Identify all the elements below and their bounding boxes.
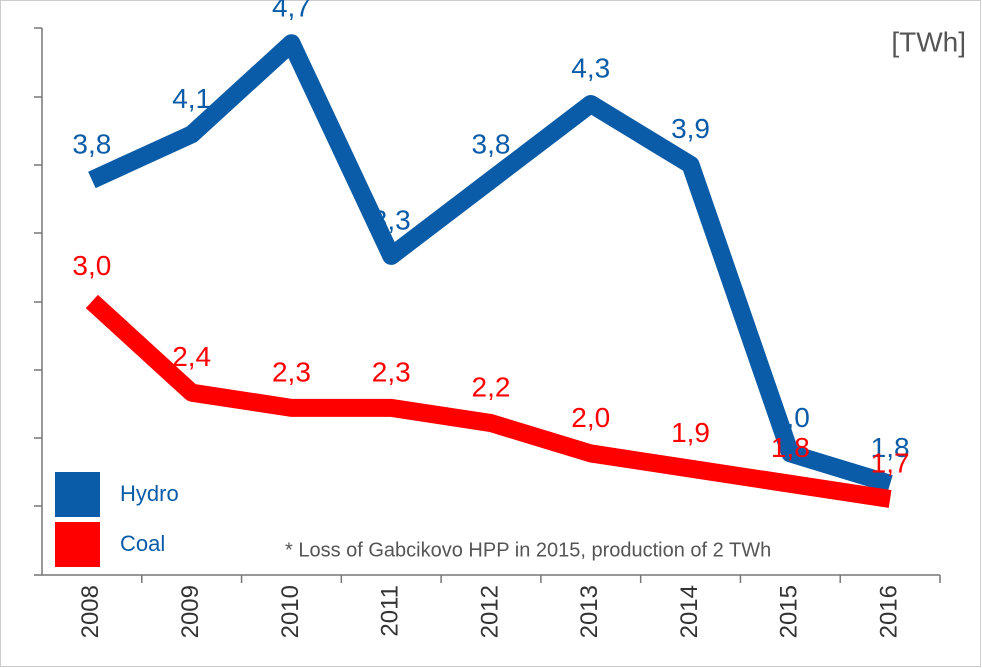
x-tick-label: 2012 xyxy=(476,585,503,638)
legend-label: Hydro xyxy=(120,481,179,506)
data-label: 3,0 xyxy=(72,250,111,281)
series-line xyxy=(85,294,892,508)
data-label: 2,0 xyxy=(771,402,810,433)
data-label: 1,8 xyxy=(871,432,910,463)
data-label: 2,3 xyxy=(272,356,311,387)
data-label: 2,4 xyxy=(172,341,211,372)
data-label: 3,3 xyxy=(372,204,411,235)
data-label: 4,3 xyxy=(571,52,610,83)
x-tick-label: 2008 xyxy=(77,585,104,638)
data-label: 1,9 xyxy=(671,417,710,448)
data-label: 2,2 xyxy=(472,371,511,402)
data-label: 3,8 xyxy=(472,128,511,159)
data-label: 4,7 xyxy=(272,0,311,23)
x-tick-label: 2016 xyxy=(875,585,902,638)
x-tick-label: 2010 xyxy=(277,585,304,638)
data-label: 1,7 xyxy=(871,447,910,478)
legend-swatch xyxy=(55,472,100,517)
unit-label: [TWh] xyxy=(891,26,966,57)
y-axis xyxy=(34,27,43,575)
x-tick-label: 2009 xyxy=(177,585,204,638)
legend-swatch xyxy=(55,522,100,567)
data-label: 2,0 xyxy=(571,402,610,433)
x-tick-label: 2015 xyxy=(776,585,803,638)
series-line xyxy=(88,34,893,493)
x-tick-label: 2011 xyxy=(377,585,404,637)
data-label: 3,9 xyxy=(671,113,710,144)
x-tick-label: 2014 xyxy=(676,585,703,638)
data-label: 1,8 xyxy=(771,432,810,463)
annotation: * Loss of Gabcikovo HPP in 2015, product… xyxy=(285,539,771,561)
x-tick-label: 2013 xyxy=(576,585,603,638)
data-label: 4,1 xyxy=(172,83,211,114)
legend-label: Coal xyxy=(120,531,165,556)
data-label: 2,3 xyxy=(372,356,411,387)
data-label: 3,8 xyxy=(72,128,111,159)
